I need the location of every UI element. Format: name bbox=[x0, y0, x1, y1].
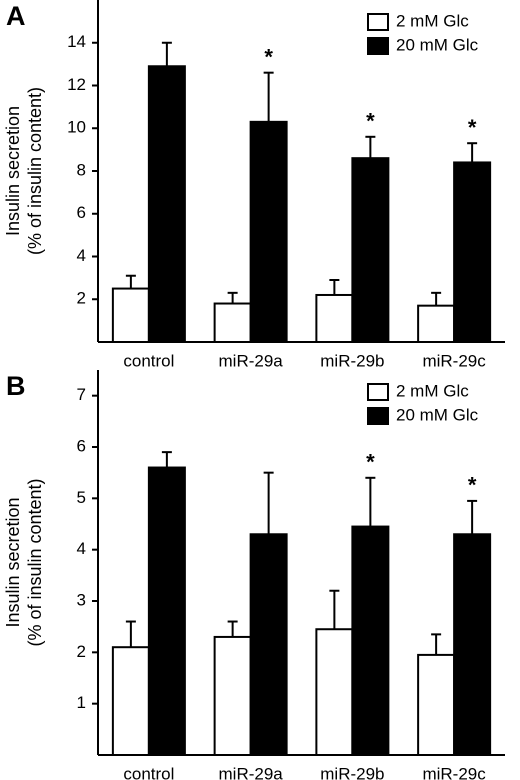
y-axis-label: (% of insulin content) bbox=[25, 87, 45, 255]
significance-marker: * bbox=[264, 44, 273, 69]
bar bbox=[453, 533, 492, 756]
significance-marker: * bbox=[366, 450, 375, 475]
bar bbox=[417, 653, 456, 757]
x-tick-label: miR-29b bbox=[320, 351, 384, 370]
bar bbox=[417, 304, 456, 344]
legend-label: 2 mM Glc bbox=[396, 381, 469, 400]
legend-swatch bbox=[367, 407, 389, 425]
legend-label: 20 mM Glc bbox=[396, 35, 479, 54]
y-tick-label: 12 bbox=[67, 75, 86, 94]
y-tick-label: 6 bbox=[77, 436, 86, 455]
y-tick-label: 14 bbox=[67, 32, 86, 51]
bar bbox=[351, 157, 390, 343]
panel: A Insulin secretion (% of insulin content)… bbox=[3, 0, 505, 370]
y-tick-label: 3 bbox=[77, 590, 86, 609]
bar bbox=[453, 161, 492, 343]
y-tick-label: 2 bbox=[77, 289, 86, 308]
bar bbox=[147, 65, 186, 343]
legend-swatch bbox=[367, 13, 389, 31]
bar bbox=[315, 293, 354, 344]
bar bbox=[213, 302, 252, 343]
panel-label: B bbox=[6, 371, 26, 401]
y-tick-label: 8 bbox=[77, 160, 86, 179]
legend-swatch bbox=[367, 383, 389, 401]
significance-marker: * bbox=[468, 473, 477, 498]
x-tick-label: miR-29c bbox=[422, 764, 486, 780]
legend-swatch bbox=[367, 37, 389, 55]
x-tick-label: miR-29a bbox=[219, 351, 284, 370]
x-tick-label: control bbox=[123, 351, 174, 370]
bar bbox=[249, 120, 288, 344]
bar bbox=[351, 525, 390, 756]
y-tick-label: 4 bbox=[77, 539, 86, 558]
y-tick-label: 4 bbox=[77, 246, 86, 265]
y-tick-label: 6 bbox=[77, 203, 86, 222]
panel-label: A bbox=[6, 1, 26, 31]
significance-marker: * bbox=[468, 115, 477, 140]
legend-label: 2 mM Glc bbox=[396, 11, 469, 30]
y-tick-label: 1 bbox=[77, 693, 86, 712]
y-axis-label: Insulin secretion bbox=[3, 106, 23, 236]
significance-marker: * bbox=[366, 109, 375, 134]
panel: B Insulin secretion (% of insulin content)… bbox=[3, 370, 505, 780]
x-tick-label: miR-29a bbox=[219, 764, 284, 780]
bar bbox=[111, 287, 150, 343]
y-axis-label: (% of insulin content) bbox=[25, 478, 45, 646]
x-tick-label: miR-29b bbox=[320, 764, 384, 780]
x-tick-label: control bbox=[123, 764, 174, 780]
y-axis-label: Insulin secretion bbox=[3, 497, 23, 627]
y-tick-label: 7 bbox=[77, 385, 86, 404]
y-tick-label: 2 bbox=[77, 642, 86, 661]
bar bbox=[249, 533, 288, 756]
bar bbox=[111, 646, 150, 757]
bar bbox=[315, 628, 354, 757]
bar bbox=[213, 635, 252, 757]
x-tick-label: miR-29c bbox=[422, 351, 486, 370]
y-tick-label: 5 bbox=[77, 488, 86, 507]
y-tick-label: 10 bbox=[67, 118, 86, 137]
bar bbox=[147, 466, 186, 756]
legend-label: 20 mM Glc bbox=[396, 405, 479, 424]
